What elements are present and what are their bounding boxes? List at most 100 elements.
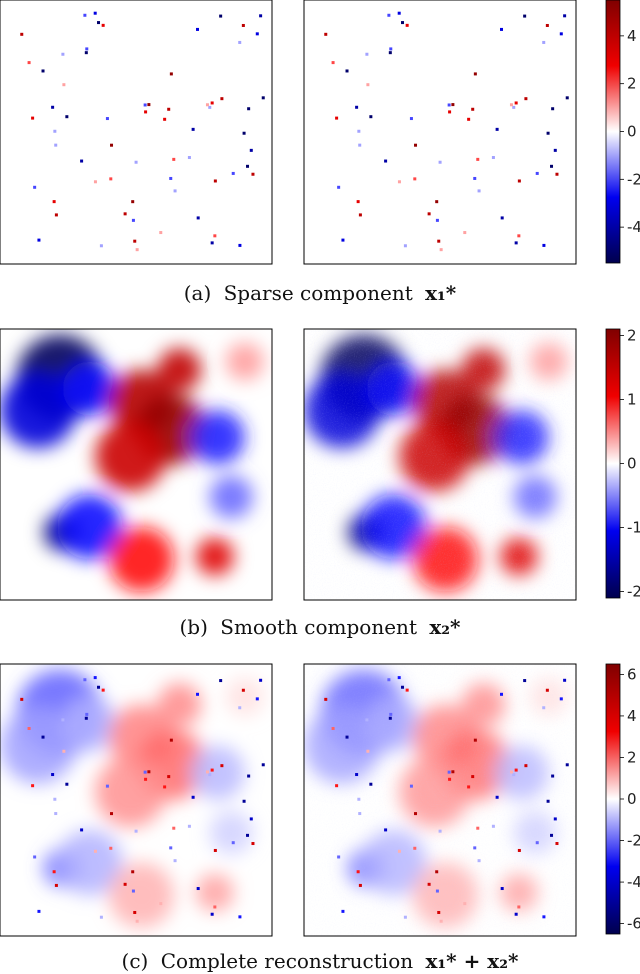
smooth-blob xyxy=(108,862,175,928)
sparse-point xyxy=(143,103,147,107)
sparse-point xyxy=(93,11,97,15)
sparse-point xyxy=(135,919,139,923)
sparse-point xyxy=(500,216,504,220)
sparse-point xyxy=(196,216,200,220)
sparse-point xyxy=(435,200,439,204)
sparse-point xyxy=(97,21,101,25)
sparse-point xyxy=(135,248,139,252)
sparse-point xyxy=(169,72,173,76)
sparse-point xyxy=(246,164,250,168)
sparse-point xyxy=(401,21,405,25)
sparse-point xyxy=(447,103,451,107)
sparse-point xyxy=(61,52,65,56)
sparse-point xyxy=(397,180,401,184)
sparse-point xyxy=(512,105,516,109)
caption-a-text: Sparse component xyxy=(224,281,413,305)
sparse-point xyxy=(172,826,176,830)
colorbar-tick-label: 0 xyxy=(627,123,637,141)
colorbar-tick-label: 4 xyxy=(627,27,637,45)
sparse-point xyxy=(366,83,370,87)
sparse-point xyxy=(131,218,135,222)
panel-c-right-frame xyxy=(303,663,577,937)
sparse-point xyxy=(517,234,521,238)
sparse-point xyxy=(238,706,242,710)
smooth-blob xyxy=(157,347,202,392)
sparse-point xyxy=(196,692,200,696)
sparse-point xyxy=(20,32,24,36)
sparse-point xyxy=(196,27,200,31)
sparse-point xyxy=(261,96,265,100)
smooth-field xyxy=(0,669,264,928)
smooth-blob xyxy=(190,745,245,800)
sparse-point xyxy=(357,129,361,133)
smooth-blob xyxy=(195,537,234,576)
sparse-point xyxy=(523,14,527,18)
sparse-point xyxy=(93,849,97,853)
smooth-blob xyxy=(0,707,77,784)
sparse-point xyxy=(249,817,253,821)
sparse-point xyxy=(62,83,66,87)
sparse-point xyxy=(101,23,105,27)
caption-c-prefix: (c) xyxy=(122,949,149,973)
smooth-blob xyxy=(157,683,202,727)
sparse-point xyxy=(241,688,245,692)
sparse-point xyxy=(163,117,167,121)
sparse-point xyxy=(80,159,84,163)
sparse-point xyxy=(109,177,113,181)
sparse-point xyxy=(247,107,251,111)
panel-a-right-frame xyxy=(303,0,577,265)
sparse-point xyxy=(65,115,69,119)
panel-b-left-frame xyxy=(0,328,273,601)
smooth-blob xyxy=(0,372,77,449)
sparse-point xyxy=(427,212,431,216)
colorbar-tick-label: -2 xyxy=(627,583,640,601)
colorbar-tick-label: -1 xyxy=(627,519,640,537)
sparse-point xyxy=(542,243,546,247)
sparse-point xyxy=(467,117,471,121)
caption-c: (c) Complete reconstruction x₁* + x₂* xyxy=(122,949,519,973)
sparse-point xyxy=(249,148,253,152)
sparse-point xyxy=(41,69,45,73)
sparse-point xyxy=(389,47,393,51)
sparse-point xyxy=(167,775,171,779)
panel-b-left xyxy=(0,334,264,592)
caption-b: (b) Smooth component x₂* xyxy=(179,615,461,639)
smooth-blob xyxy=(195,873,234,912)
colorbar-tick-label: 2 xyxy=(627,748,637,766)
sparse-point xyxy=(356,200,360,204)
sparse-point xyxy=(159,231,163,235)
caption-b-prefix: (b) xyxy=(179,615,207,639)
sparse-point xyxy=(563,14,567,18)
sparse-point xyxy=(388,51,392,55)
sparse-point xyxy=(208,105,212,109)
sparse-point xyxy=(167,107,171,111)
sparse-point xyxy=(131,200,135,204)
sparse-point xyxy=(471,107,475,111)
sparse-point xyxy=(99,244,103,248)
colorbar-c xyxy=(605,663,621,935)
sparse-point xyxy=(147,770,151,774)
sparse-point xyxy=(83,13,87,17)
sparse-point xyxy=(196,887,200,891)
smooth-blob xyxy=(57,494,123,560)
colorbar-c-ticks: 6 4 2 0 -2 -4 -6 xyxy=(620,665,640,933)
row-a-sparse: 4 2 0 -2 -4 (a) Sparse component x₁* xyxy=(0,0,640,305)
sparse-point xyxy=(251,172,255,176)
row-b-smooth: 2 1 0 -1 -2 (b) Smooth component x₂* xyxy=(0,326,640,639)
sparse-point xyxy=(405,23,409,27)
sparse-point xyxy=(62,749,66,753)
sparse-point xyxy=(52,870,56,874)
sparse-point xyxy=(110,812,114,816)
sparse-point xyxy=(187,824,191,828)
sparse-point xyxy=(337,185,341,189)
panel-a-left xyxy=(20,11,265,252)
sparse-point xyxy=(413,177,417,181)
sparse-point xyxy=(84,51,88,55)
sparse-point xyxy=(473,176,477,180)
smooth-blob xyxy=(95,756,166,828)
sparse-point xyxy=(53,129,57,133)
sparse-point xyxy=(438,160,442,164)
caption-a-math: x₁* xyxy=(425,281,457,305)
sparse-point xyxy=(414,143,418,147)
smooth-blob xyxy=(225,342,264,381)
